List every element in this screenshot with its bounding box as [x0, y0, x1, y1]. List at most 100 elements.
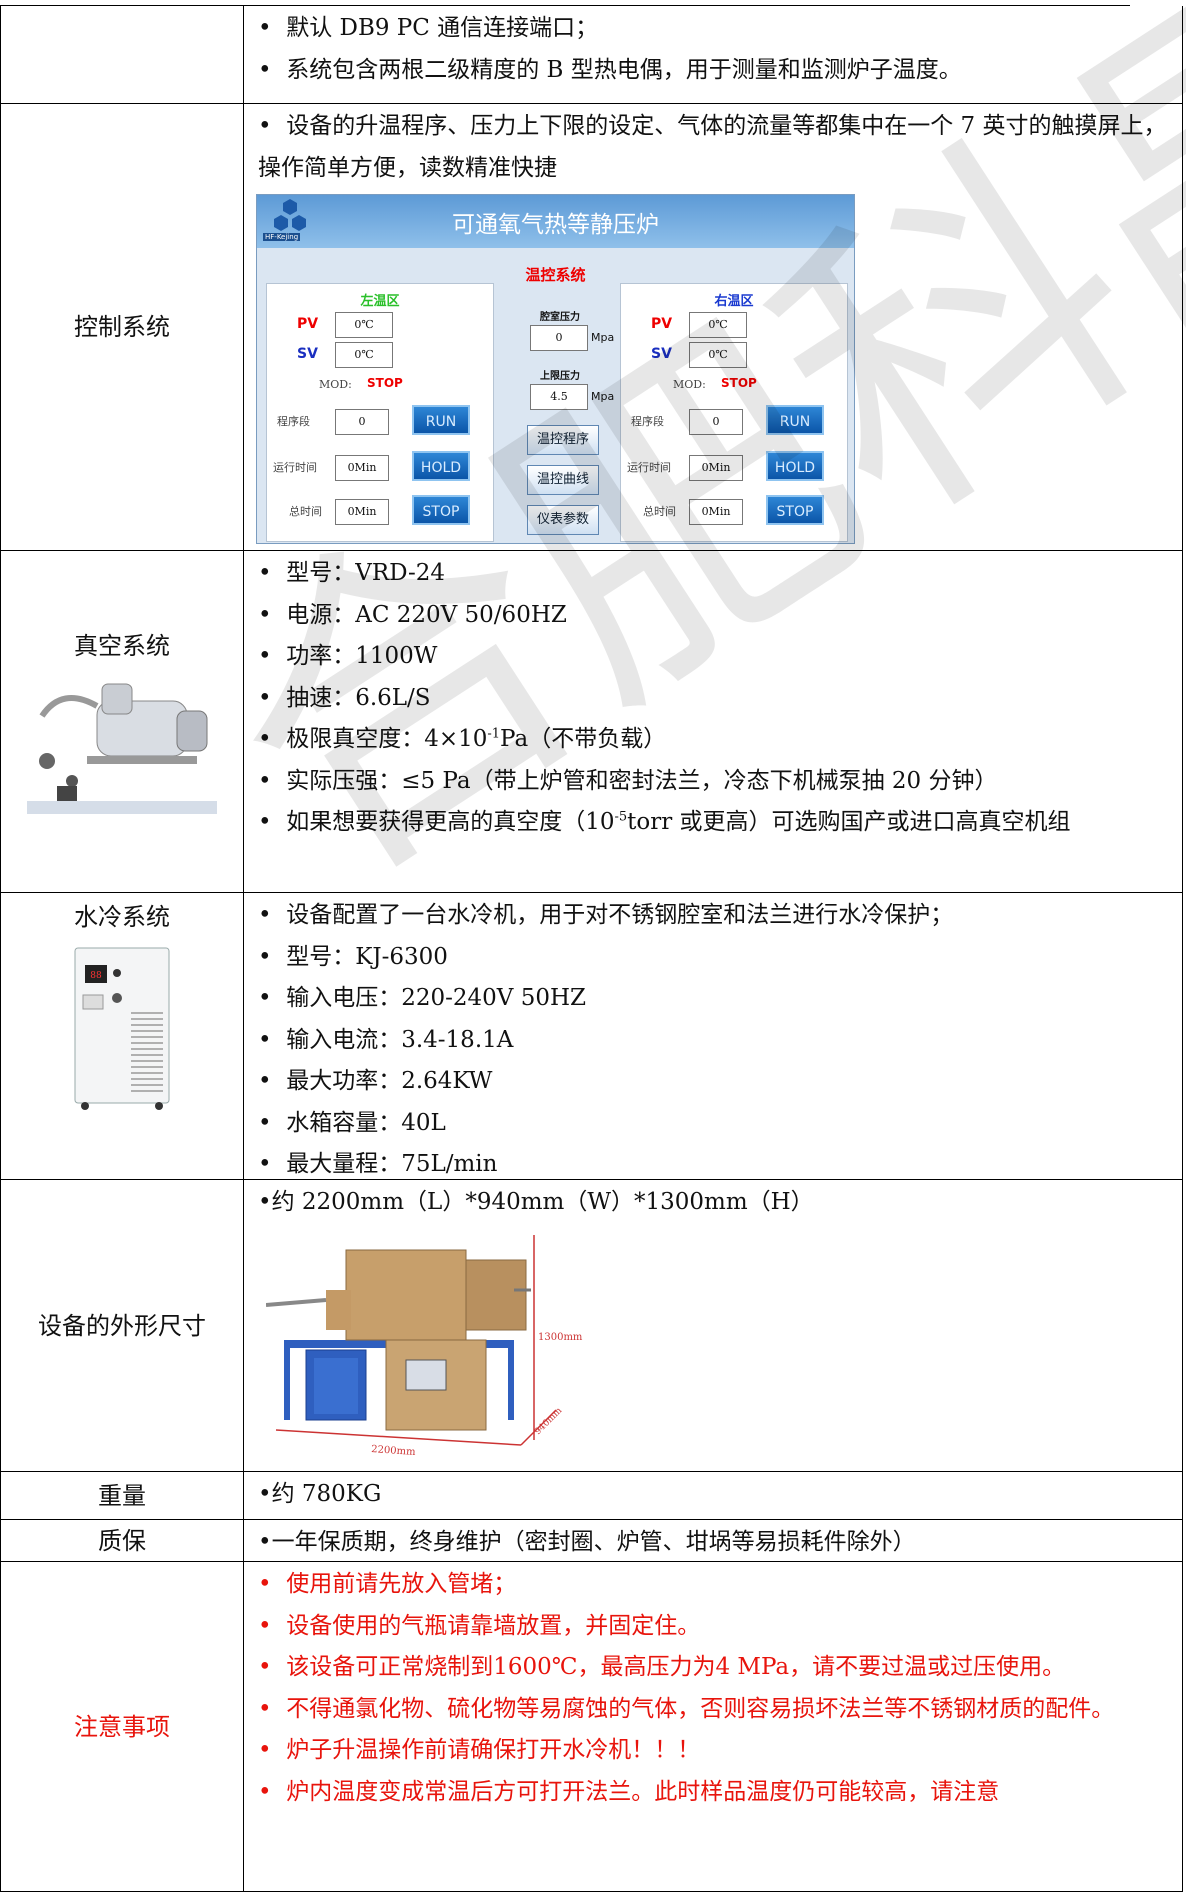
table-row: 水冷系统 88 设备配置了一台水冷机，用于对不锈钢腔室和法兰进行水冷保护；型号：KJ… — [0, 893, 1183, 1180]
document: 默认 DB9 PC 通信连接端口；系统包含两根二级精度的 B 型热电偶，用于测量… — [0, 0, 1186, 1847]
temp-zone: 左温区 PV 0℃ SV 0℃ MOD: STOP 程序段 0 RUN 运行时间 0Min HOLD 总时… — [266, 283, 494, 542]
limit-label: 上限压力 — [540, 371, 580, 382]
bullet-item: 约 2200mm（L）*940mm（W）*1300mm（H） — [258, 1182, 1172, 1224]
bullet-item: 系统包含两根二级精度的 B 型热电偶，用于测量和监测炉子温度。 — [258, 50, 1172, 92]
field-label: 总时间 — [643, 505, 676, 518]
panel-title: 可通氧气热等静压炉 — [452, 212, 659, 238]
bullet-item: 最大功率：2.64KW — [258, 1061, 1172, 1103]
content-cell: 约 2200mm（L）*940mm（W）*1300mm（H） 1300mm 2200… — [244, 1180, 1183, 1471]
mod-label: MOD: — [319, 378, 352, 391]
top-rule — [0, 5, 1130, 6]
text-run: torr 或更高）可选购国产或进口高真空机组 — [627, 809, 1071, 835]
field-label: 运行时间 — [627, 461, 671, 474]
label-cell — [0, 6, 244, 103]
table-row: 设备的外形尺寸 约 2200mm（L）*940mm（W）*1300mm（H） 130… — [0, 1180, 1183, 1472]
mod-value: STOP — [721, 376, 757, 390]
row-label: 水冷系统 — [74, 903, 170, 931]
field-value: 0Min — [335, 455, 389, 481]
panel-button[interactable]: RUN — [412, 405, 470, 435]
field-value: 0Min — [335, 499, 389, 525]
bullet-item: 型号：KJ-6300 — [258, 937, 1172, 979]
label-cell: 注意事项 — [0, 1562, 244, 1891]
sv-label: SV — [297, 346, 318, 362]
sv-value: 0℃ — [335, 342, 393, 368]
limit-unit: Mpa — [591, 390, 615, 403]
sv-label: SV — [651, 346, 672, 362]
field-label: 总时间 — [289, 505, 322, 518]
row-label: 设备的外形尺寸 — [38, 1311, 206, 1340]
bullet-item: 如果想要获得更高的真空度（10-5torr 或更高）可选购国产或进口高真空机组 — [258, 802, 1172, 844]
pv-label: PV — [297, 316, 319, 332]
temp-zone: 右温区 PV 0℃ SV 0℃ MOD: STOP 程序段 0 RUN 运行时间 0Min HOLD 总时… — [620, 283, 848, 542]
control-panel-screenshot: HF-Kejing 可通氧气热等静压炉 温控系统 左温区 PV 0℃ SV 0℃ MOD: STO… — [256, 194, 855, 544]
bullet-item: 使用前请先放入管堵； — [258, 1564, 1172, 1606]
bullet-item: 炉子升温操作前请确保打开水冷机！！！ — [258, 1730, 1172, 1772]
pv-value: 0℃ — [689, 312, 747, 338]
panel-menu-button[interactable]: 仪表参数 — [527, 505, 599, 535]
bullet-item: 抽速：6.6L/S — [258, 678, 1172, 720]
table-row: 真空系统 型号：VRD-24电源：AC 220V 50/60HZ功率：1100W抽… — [0, 551, 1183, 893]
label-cell: 设备的外形尺寸 — [0, 1180, 244, 1471]
superscript: -1 — [487, 726, 501, 742]
content-cell: 使用前请先放入管堵；设备使用的气瓶请靠墙放置，并固定住。该设备可正常烧制到160… — [244, 1562, 1183, 1891]
length-dimension: 2200mm — [371, 1444, 417, 1458]
field-label: 程序段 — [631, 415, 664, 428]
bullet-item: 设备使用的气瓶请靠墙放置，并固定住。 — [258, 1606, 1172, 1648]
content-cell: 一年保质期，终身维护（密封圈、炉管、坩埚等易损耗件除外） — [244, 1520, 1183, 1561]
content-cell: 约 780KG — [244, 1472, 1183, 1519]
pump-photo — [27, 665, 217, 818]
panel-button[interactable]: HOLD — [412, 451, 470, 481]
bullet-item: 不得通氯化物、硫化物等易腐蚀的气体，否则容易损坏法兰等不锈钢材质的配件。 — [258, 1689, 1172, 1731]
field-value: 0Min — [689, 455, 743, 481]
bullet-item: 一年保质期，终身维护（密封圈、炉管、坩埚等易损耗件除外） — [258, 1522, 1172, 1564]
label-cell: 控制系统 — [0, 104, 244, 550]
chamber-unit: Mpa — [591, 331, 615, 344]
panel-button[interactable]: STOP — [412, 495, 470, 525]
label-cell: 水冷系统 88 — [0, 893, 244, 1179]
mod-label: MOD: — [673, 378, 706, 391]
bullet-item: 实际压强：≤5 Pa（带上炉管和密封法兰，冷态下机械泵抽 20 分钟） — [258, 761, 1172, 803]
row-label: 注意事项 — [74, 1712, 170, 1741]
field-value: 0 — [689, 409, 743, 435]
text-run: Pa（不带负载） — [500, 726, 667, 752]
row-label: 重量 — [98, 1481, 146, 1510]
field-label: 程序段 — [277, 415, 310, 428]
table-row: 注意事项 使用前请先放入管堵；设备使用的气瓶请靠墙放置，并固定住。该设备可正常烧制… — [0, 1562, 1183, 1892]
panel-menu-button[interactable]: 温控程序 — [527, 425, 599, 455]
equipment-photo: 1300mm 2200mm 940mm — [265, 1230, 636, 1464]
panel-button[interactable]: RUN — [766, 405, 824, 435]
pv-label: PV — [651, 316, 673, 332]
label-cell: 质保 — [0, 1520, 244, 1561]
page: 默认 DB9 PC 通信连接端口；系统包含两根二级精度的 B 型热电偶，用于测量… — [0, 0, 1186, 1847]
mod-value: STOP — [367, 376, 403, 390]
bullet-item: 输入电流：3.4-18.1A — [258, 1020, 1172, 1062]
content-cell: 设备的升温程序、压力上下限的设定、气体的流量等都集中在一个 7 英寸的触摸屏上，… — [244, 104, 1183, 550]
chamber-label: 腔室压力 — [540, 312, 580, 323]
field-value: 0Min — [689, 499, 743, 525]
text-run: 如果想要获得更高的真空度（10 — [286, 809, 615, 835]
panel-logo: HF-Kejing — [263, 233, 301, 241]
table-row: 重量 约 780KG — [0, 1472, 1183, 1520]
bullet-item: 型号：VRD-24 — [258, 553, 1172, 595]
chamber-value: 0 — [530, 325, 588, 351]
bullet-item: 炉内温度变成常温后方可打开法兰。此时样品温度仍可能较高，请注意 — [258, 1772, 1172, 1814]
panel-menu-button[interactable]: 温控曲线 — [527, 465, 599, 495]
panel-button[interactable]: STOP — [766, 495, 824, 525]
label-cell: 重量 — [0, 1472, 244, 1519]
limit-value: 4.5 — [530, 384, 588, 410]
table-row: 默认 DB9 PC 通信连接端口；系统包含两根二级精度的 B 型热电偶，用于测量… — [0, 6, 1183, 104]
chiller-photo: 88 — [67, 943, 177, 1117]
text-run: 极限真空度：4×10 — [286, 726, 488, 752]
field-label: 运行时间 — [273, 461, 317, 474]
table-row: 控制系统 设备的升温程序、压力上下限的设定、气体的流量等都集中在一个 7 英寸的触… — [0, 104, 1183, 551]
panel-button[interactable]: HOLD — [766, 451, 824, 481]
content-cell: 型号：VRD-24电源：AC 220V 50/60HZ功率：1100W抽速：6.… — [244, 551, 1183, 892]
panel-header: HF-Kejing 可通氧气热等静压炉 — [257, 195, 854, 248]
panel-subtitle: 温控系统 — [525, 266, 586, 284]
bullet-item: 设备的升温程序、压力上下限的设定、气体的流量等都集中在一个 7 英寸的触摸屏上，… — [258, 106, 1172, 189]
table-row: 质保 一年保质期，终身维护（密封圈、炉管、坩埚等易损耗件除外） — [0, 1520, 1183, 1562]
superscript: -5 — [614, 809, 628, 825]
field-value: 0 — [335, 409, 389, 435]
row-label: 真空系统 — [74, 631, 170, 660]
bullet-item: 极限真空度：4×10-1Pa（不带负载） — [258, 719, 1172, 761]
